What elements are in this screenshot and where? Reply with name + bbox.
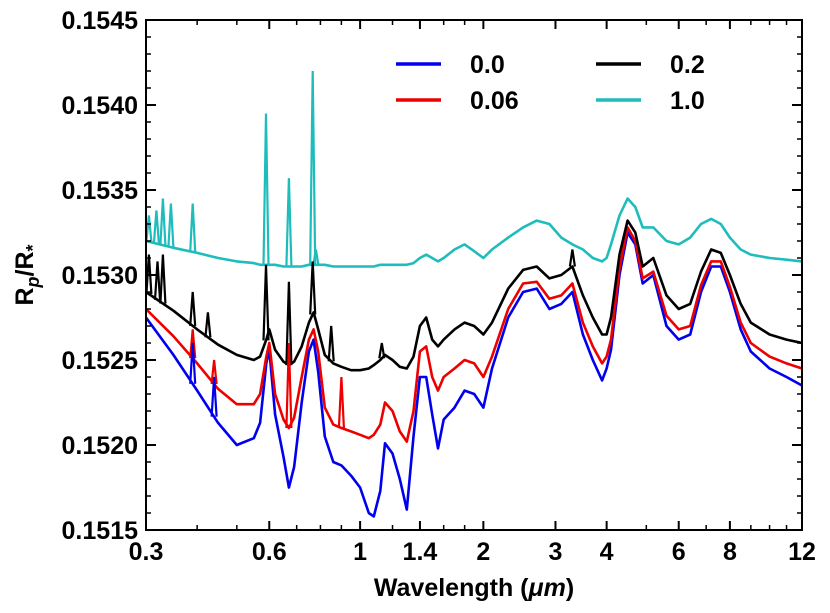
x-tick-label: 4 [600, 538, 614, 566]
x-tick-label: 8 [723, 538, 737, 566]
y-tick-label: 0.1540 [62, 92, 138, 120]
spike-0-0-25 [210, 376, 218, 417]
x-tick-label: 6 [672, 538, 686, 566]
series-layer [146, 70, 802, 518]
x-tick-label: 1 [353, 538, 367, 566]
y-tick-label: 0.1530 [62, 262, 138, 290]
spike-0-2-18 [378, 342, 386, 359]
ticks-layer [145, 19, 803, 531]
x-tick-label: 3 [549, 538, 563, 566]
y-axis-title: Rp/R* [11, 244, 43, 305]
legend-label-0-0: 0.0 [470, 51, 505, 79]
spike-1-0-4 [189, 203, 197, 252]
x-tick-label: 2 [476, 538, 490, 566]
spike-0-2-9 [146, 254, 153, 295]
series-line-0-0 [146, 231, 802, 518]
spike-0-2-13 [204, 312, 212, 338]
spike-0-06-20 [189, 329, 197, 359]
legend: 0.0 0.06 0.2 1.0 [396, 51, 705, 115]
x-tick-label: 1.4 [403, 538, 438, 566]
spike-0-2-19 [568, 249, 576, 267]
legend-label-0-2: 0.2 [670, 51, 705, 79]
y-tick-label: 0.1545 [62, 7, 139, 35]
series-line-1-0 [146, 197, 802, 268]
tick-labels-layer: 0.3 0.6 1 1.4 2 3 4 6 8 12 0.1515 0.1520 0.1525 0.153… [62, 7, 816, 566]
y-tick-label: 0.1525 [62, 347, 139, 375]
series-line-0-2 [146, 219, 802, 372]
spike-1-0-8 [312, 249, 320, 265]
spike-1-0-7 [309, 70, 317, 265]
spike-0-2-17 [327, 325, 335, 362]
spike-1-0-0 [146, 215, 153, 242]
spike-1-0-2 [159, 198, 167, 246]
spike-0-2-15 [285, 281, 293, 366]
spike-1-0-1 [152, 210, 160, 244]
y-tick-label: 0.1535 [62, 177, 139, 205]
legend-label-1-0: 1.0 [670, 87, 705, 115]
legend-label-0-06: 0.06 [470, 87, 519, 115]
spike-0-2-12 [189, 291, 197, 326]
spike-0-2-11 [159, 254, 167, 304]
y-tick-label: 0.1515 [62, 517, 139, 545]
x-tick-label: 0.3 [129, 538, 164, 566]
spike-1-0-3 [167, 203, 175, 248]
x-axis-title: Wavelength (μm) [374, 574, 574, 602]
spike-0-2-16 [309, 261, 317, 315]
spike-0-2-10 [153, 261, 162, 300]
series-line-0-06 [146, 226, 802, 443]
spike-0-0-24 [189, 342, 197, 384]
y-tick-label: 0.1520 [62, 432, 138, 460]
spike-0-06-22 [285, 342, 293, 429]
spike-0-06-21 [210, 359, 218, 385]
spike-1-0-5 [262, 113, 270, 265]
spike-0-2-14 [262, 264, 270, 341]
spike-0-06-23 [337, 376, 345, 429]
x-tick-label: 0.6 [252, 538, 287, 566]
spike-1-0-6 [285, 178, 293, 267]
x-tick-label: 12 [788, 538, 816, 566]
